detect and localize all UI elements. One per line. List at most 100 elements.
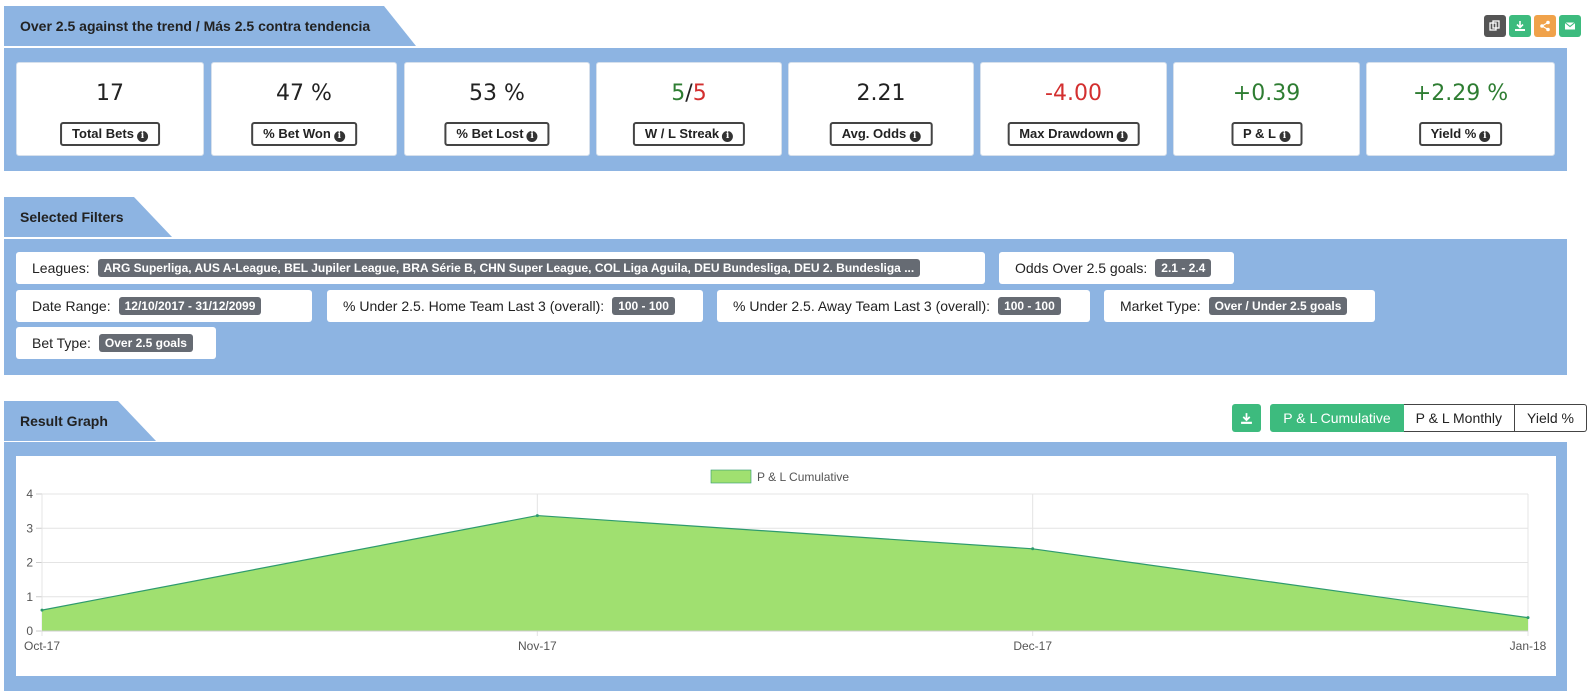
pl-cumulative-chart: 0 1 2 3 4 Oct-17 Nov-17 Dec-17 Jan-18 P & L Cumul… xyxy=(24,469,1547,653)
info-icon: i xyxy=(1479,131,1491,142)
download-icon xyxy=(1241,412,1253,424)
filter-odds[interactable]: Odds Over 2.5 goals: 2.1 - 2.4 xyxy=(999,252,1234,284)
stat-value: +2.29 % xyxy=(1412,81,1509,106)
stat-max-drawdown: -4.00 Max Drawdown i xyxy=(980,62,1167,156)
y-tick-label: 2 xyxy=(26,556,33,570)
info-icon: i xyxy=(722,131,734,142)
summary-title: Over 2.5 against the trend / Más 2.5 con… xyxy=(20,18,371,34)
info-icon: i xyxy=(136,131,148,142)
chart-download-button[interactable] xyxy=(1232,404,1262,432)
stat-label-text: % Bet Won xyxy=(263,126,331,141)
legend-label: P & L Cumulative xyxy=(757,470,849,484)
tab-pl-monthly[interactable]: P & L Monthly xyxy=(1403,404,1516,432)
download-icon xyxy=(1515,21,1525,31)
stat-value: 5/5 xyxy=(597,81,781,106)
stat-label[interactable]: W / L Streak i xyxy=(632,122,746,146)
filter-badge: Over 2.5 goals xyxy=(98,334,193,352)
stat-value: 2.21 xyxy=(856,81,906,106)
info-icon: i xyxy=(333,131,345,142)
data-point xyxy=(535,514,539,518)
share-button[interactable] xyxy=(1534,15,1556,37)
filter-leagues[interactable]: Leagues: ARG Superliga, AUS A-League, BE… xyxy=(16,252,985,284)
filter-date-range[interactable]: Date Range: 12/10/2017 - 31/12/2099 xyxy=(16,290,312,322)
series-line xyxy=(41,514,1529,619)
info-icon: i xyxy=(1279,131,1290,142)
stat-label[interactable]: Max Drawdown i xyxy=(1007,122,1140,146)
legend-swatch xyxy=(710,469,752,484)
x-tick-label: Nov-17 xyxy=(518,639,557,653)
x-tick-label: Dec-17 xyxy=(1013,639,1052,653)
summary-title-tab: Over 2.5 against the trend / Más 2.5 con… xyxy=(4,6,416,46)
x-tick-label: Oct-17 xyxy=(24,639,60,653)
filter-market-type[interactable]: Market Type: Over / Under 2.5 goals xyxy=(1104,290,1375,322)
filter-away-under[interactable]: % Under 2.5. Away Team Last 3 (overall):… xyxy=(717,290,1090,322)
x-tick-label: Jan-18 xyxy=(1510,639,1547,653)
download-button[interactable] xyxy=(1509,15,1531,37)
filter-badge: 2.1 - 2.4 xyxy=(1155,259,1212,277)
stat-value: -4.00 xyxy=(1045,81,1102,106)
filters-title-tab: Selected Filters xyxy=(4,197,172,237)
info-icon: i xyxy=(1116,131,1128,142)
filter-badge: 12/10/2017 - 31/12/2099 xyxy=(118,297,262,315)
filters-title: Selected Filters xyxy=(20,209,124,225)
y-tick-label: 0 xyxy=(26,624,33,638)
stat-label[interactable]: Avg. Odds i xyxy=(829,122,933,146)
email-button[interactable] xyxy=(1559,15,1581,37)
filter-home-under[interactable]: % Under 2.5. Home Team Last 3 (overall):… xyxy=(327,290,703,322)
stat-label-text: % Bet Lost xyxy=(456,126,524,141)
share-icon xyxy=(1540,20,1550,32)
stat-label[interactable]: % Bet Lost i xyxy=(444,122,550,146)
stat-label-text: Max Drawdown xyxy=(1019,126,1114,141)
filter-label: Odds Over 2.5 goals: xyxy=(1015,260,1148,276)
info-icon: i xyxy=(526,131,538,142)
filter-badge: Over / Under 2.5 goals xyxy=(1208,297,1348,315)
graph-title-tab: Result Graph xyxy=(4,401,156,441)
stat-bet-lost: 53 % % Bet Lost i xyxy=(404,62,590,156)
filter-label: Leagues: xyxy=(32,260,90,276)
y-tick-label: 1 xyxy=(26,590,33,604)
stat-label-text: Avg. Odds xyxy=(841,126,907,141)
filter-badge: 100 - 100 xyxy=(998,297,1061,315)
filter-label: Bet Type: xyxy=(32,335,91,351)
data-point xyxy=(1031,547,1035,551)
stat-label-text: W / L Streak xyxy=(644,126,720,141)
email-icon xyxy=(1564,22,1576,30)
stat-value: +0.39 xyxy=(1232,81,1301,106)
streak-won: 5 xyxy=(671,81,686,106)
filter-label: Market Type: xyxy=(1120,298,1201,314)
graph-controls: P & L Cumulative P & L Monthly Yield % xyxy=(1232,404,1587,432)
y-tick-label: 3 xyxy=(26,521,33,535)
info-icon: i xyxy=(909,131,921,142)
stat-label[interactable]: Total Bets i xyxy=(60,122,160,146)
y-tick-label: 4 xyxy=(26,487,33,501)
tab-yield[interactable]: Yield % xyxy=(1515,404,1587,432)
stat-label-text: P & L xyxy=(1243,126,1276,141)
data-point xyxy=(40,608,44,612)
data-point xyxy=(1526,616,1530,620)
stat-bet-won: 47 % % Bet Won i xyxy=(211,62,397,156)
copy-icon xyxy=(1489,20,1500,31)
filter-badge: 100 - 100 xyxy=(612,297,675,315)
tab-pl-cumulative[interactable]: P & L Cumulative xyxy=(1270,404,1404,432)
stat-label-text: Total Bets xyxy=(72,126,134,141)
filter-label: Date Range: xyxy=(32,298,111,314)
stat-label[interactable]: Yield % i xyxy=(1418,122,1503,146)
stat-value: 17 xyxy=(96,81,124,106)
filter-badge: ARG Superliga, AUS A-League, BEL Jupiler… xyxy=(97,259,921,277)
series-area xyxy=(42,515,1528,631)
copy-button[interactable] xyxy=(1484,15,1506,37)
filter-label: % Under 2.5. Away Team Last 3 (overall): xyxy=(733,298,991,314)
stat-avg-odds: 2.21 Avg. Odds i xyxy=(788,62,974,156)
stat-wl-streak: 5/5 W / L Streak i xyxy=(596,62,782,156)
stat-value: 47 % xyxy=(276,81,332,106)
stat-total-bets: 17 Total Bets i xyxy=(16,62,204,156)
chart-card: 0 1 2 3 4 Oct-17 Nov-17 Dec-17 Jan-18 P & L Cumul… xyxy=(16,456,1556,676)
filter-label: % Under 2.5. Home Team Last 3 (overall): xyxy=(343,298,605,314)
stat-value: 53 % xyxy=(469,81,525,106)
stat-label-text: Yield % xyxy=(1430,126,1477,141)
graph-title: Result Graph xyxy=(20,413,108,429)
stat-label[interactable]: % Bet Won i xyxy=(251,122,357,146)
filter-bet-type[interactable]: Bet Type: Over 2.5 goals xyxy=(16,327,216,359)
